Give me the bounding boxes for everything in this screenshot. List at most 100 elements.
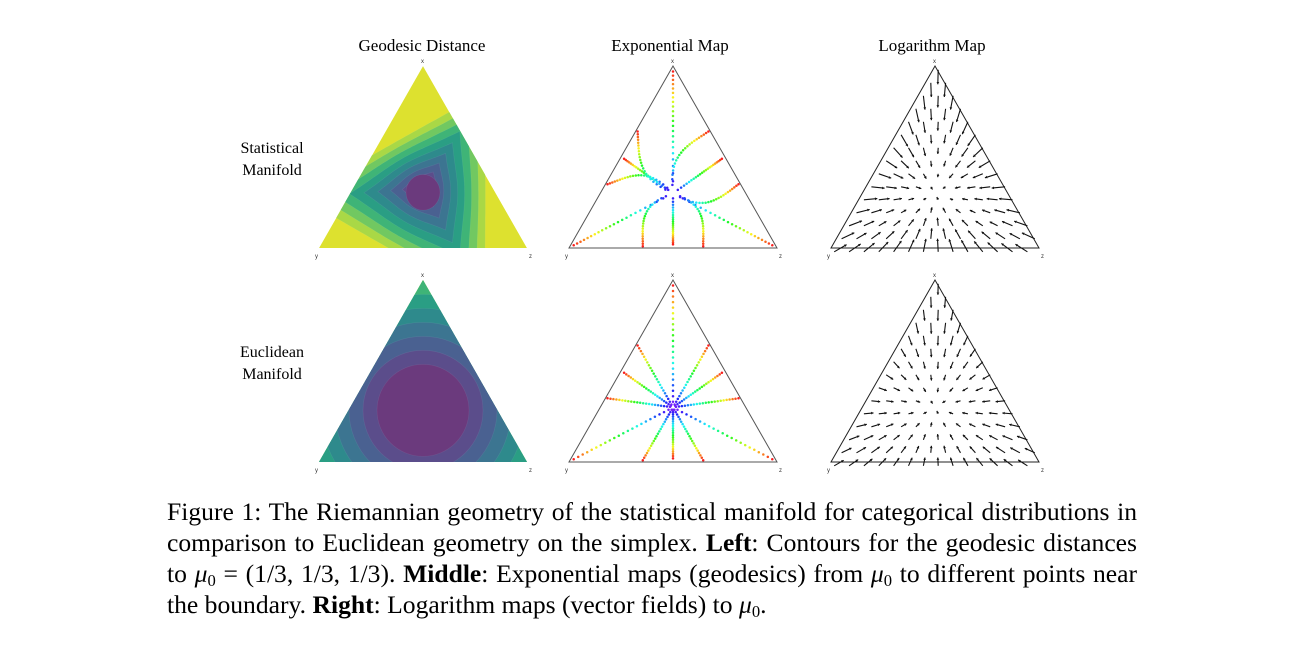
geodesic-point xyxy=(640,170,644,173)
geodesic-point xyxy=(712,199,715,202)
geodesic-point xyxy=(671,419,675,423)
vector-arrow-head xyxy=(955,119,959,122)
vector-arrow-head xyxy=(982,400,985,403)
vector-arrow-head xyxy=(949,457,953,461)
vector-arrow-head xyxy=(929,331,933,334)
geodesic-point xyxy=(678,153,681,157)
geodesic-point xyxy=(671,208,675,212)
vector-arrow-head xyxy=(900,176,904,179)
geodesic-point xyxy=(671,317,675,320)
vector-arrow-head xyxy=(936,389,940,393)
vector-arrow-head xyxy=(843,244,847,247)
geodesic-point xyxy=(683,146,687,150)
panel-statistical-logarithm-map: x y z xyxy=(827,59,1044,260)
caption-mu-value: = (1/3, 1/3, 1/3). xyxy=(215,559,396,588)
geodesic-point xyxy=(678,418,682,421)
vector-arrow-head xyxy=(1001,243,1004,246)
geodesic-point xyxy=(670,403,673,406)
vertex-label-left: y xyxy=(827,468,830,474)
geodesic-point xyxy=(671,135,675,138)
geodesic-point xyxy=(589,234,593,238)
geodesic-point xyxy=(671,311,675,315)
figure-caption: Figure 1: The Riemannian geometry of the… xyxy=(167,496,1137,620)
vector-arrow-shaft xyxy=(848,220,863,227)
vector-arrow-head xyxy=(936,366,940,369)
geodesic-point xyxy=(575,242,579,245)
geodesic-point xyxy=(671,218,675,221)
geodesic-point xyxy=(671,146,675,149)
geodesic-point xyxy=(709,379,713,382)
geodesic-point xyxy=(701,219,704,223)
geodesic-point xyxy=(647,207,650,211)
vector-arrow-head xyxy=(929,305,933,308)
geodesic-point xyxy=(703,349,707,353)
geodesic-point xyxy=(626,175,629,179)
geodesic-point xyxy=(691,391,695,395)
vector-arrow-head xyxy=(883,458,887,461)
geodesic-point xyxy=(671,424,675,428)
geodesic-point xyxy=(666,188,670,192)
geodesic-point xyxy=(693,390,697,393)
vector-arrow-head xyxy=(949,130,953,133)
geodesic-point xyxy=(695,201,698,204)
geodesic-point xyxy=(707,130,710,133)
vector-arrow-shaft xyxy=(1001,242,1013,253)
geodesic-point xyxy=(716,429,720,433)
vector-arrow-head xyxy=(900,155,903,158)
geodesic-point xyxy=(593,232,597,236)
geodesic-point xyxy=(622,432,625,435)
vector-arrow-head xyxy=(872,243,875,246)
vector-arrow-head xyxy=(936,410,939,414)
geodesic-point xyxy=(682,425,686,428)
vector-arrow-head xyxy=(916,331,920,334)
geodesic-point xyxy=(671,454,675,458)
vector-arrow-shaft xyxy=(863,242,875,253)
geodesic-point xyxy=(762,453,765,456)
vector-arrow-head xyxy=(955,229,958,233)
geodesic-point xyxy=(671,306,675,309)
row-label-statistical-line2: Manifold xyxy=(242,162,302,179)
geodesic-point xyxy=(618,178,622,181)
vertex-label-left: y xyxy=(315,254,318,260)
geodesic-point xyxy=(627,374,630,378)
geodesic-point xyxy=(702,384,706,387)
geodesic-point xyxy=(686,145,689,148)
geodesic-point xyxy=(641,224,645,228)
vector-arrow-head xyxy=(942,207,946,211)
vector-arrow-head xyxy=(929,117,933,121)
geodesic-point xyxy=(608,225,612,228)
arrow-field xyxy=(833,69,1036,253)
vector-arrow-head xyxy=(917,208,920,212)
geodesic-point xyxy=(680,404,684,408)
vector-arrow-head xyxy=(903,446,906,449)
vector-arrow-head xyxy=(871,220,875,224)
vector-arrow-head xyxy=(943,305,947,308)
geodesic-point xyxy=(656,404,660,407)
geodesic-point xyxy=(648,175,652,179)
vector-arrow-head xyxy=(1006,208,1010,212)
geodesic-point xyxy=(662,422,665,426)
geodesic-point xyxy=(671,105,675,108)
geodesic-point xyxy=(685,413,688,416)
geodesic-curves xyxy=(572,284,774,462)
geodesic-point xyxy=(701,242,705,246)
vector-arrow-shaft xyxy=(848,243,862,253)
vector-arrow-head xyxy=(885,242,889,245)
geodesic-point xyxy=(641,222,645,225)
geodesic-point xyxy=(722,193,725,197)
geodesic-point xyxy=(625,216,628,219)
vector-arrow-head xyxy=(1015,244,1018,247)
geodesic-point xyxy=(702,232,705,236)
vector-arrow-head xyxy=(909,342,913,346)
vector-arrow-head xyxy=(961,240,964,243)
geodesic-point xyxy=(671,232,675,235)
geodesic-point xyxy=(718,373,721,376)
geodesic-point xyxy=(655,434,658,438)
vector-arrow-head xyxy=(976,365,979,369)
geodesic-point xyxy=(656,395,659,398)
vector-arrow-head xyxy=(883,435,887,438)
vector-arrow-head xyxy=(956,354,960,357)
vector-arrow-head xyxy=(949,175,952,179)
geodesic-point xyxy=(660,425,664,428)
geodesic-point xyxy=(582,238,586,242)
